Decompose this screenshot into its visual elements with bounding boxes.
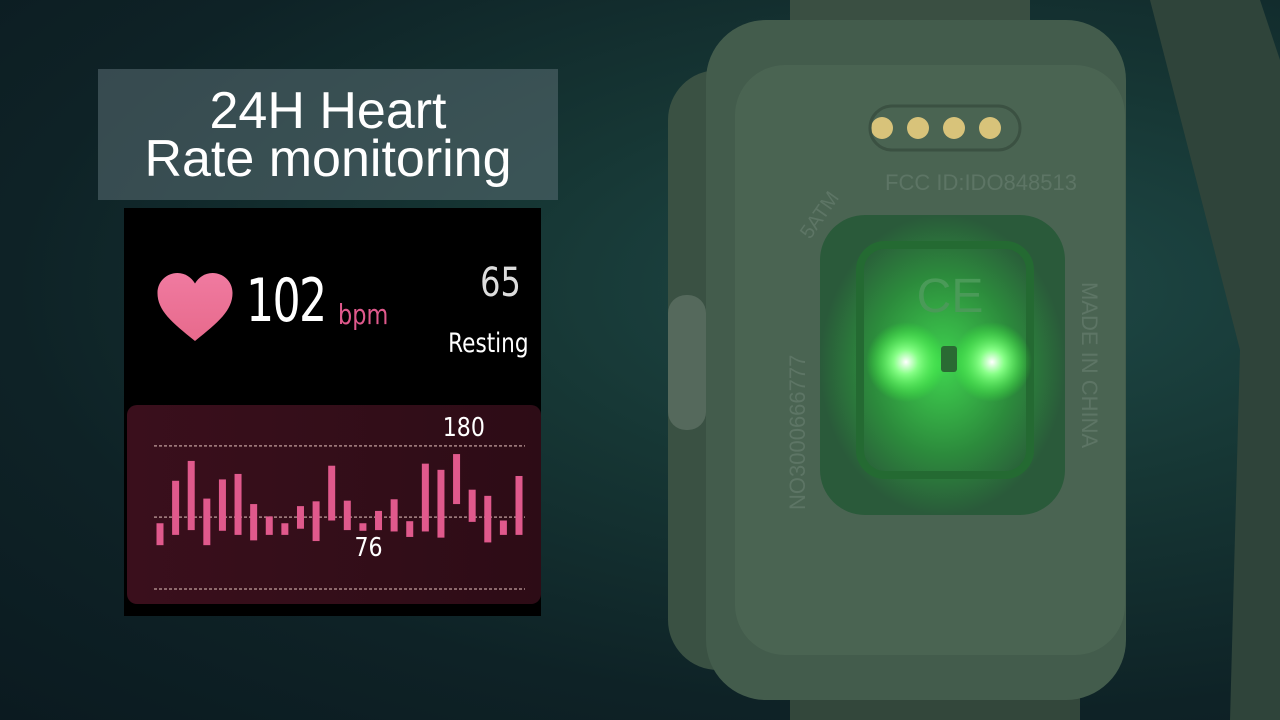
heart-rate-bar — [390, 499, 398, 532]
heart-rate-bar — [187, 460, 195, 531]
heart-rate-bar — [359, 523, 367, 531]
heart-rate-unit: bpm — [338, 298, 389, 331]
heart-rate-bar — [343, 500, 351, 531]
heart-rate-bar — [250, 504, 258, 541]
heart-rate-bar — [328, 465, 336, 521]
max-label: 180 — [442, 413, 485, 443]
chart-svg — [154, 445, 525, 590]
min-label: 76 — [354, 533, 383, 563]
heart-rate-bar — [172, 480, 180, 535]
heart-rate-bar — [312, 501, 320, 542]
heart-rate-bar — [499, 520, 507, 535]
heart-rate-bar — [375, 510, 383, 531]
heart-rate-bar — [437, 469, 445, 538]
serial-number: NO3000666777 — [785, 355, 810, 510]
resting-rate-value: 65 — [480, 260, 521, 306]
heart-rate-bar — [421, 463, 429, 532]
heart-rate-bar — [234, 473, 242, 535]
ce-mark: CE — [917, 270, 984, 323]
resting-label: Resting — [448, 328, 529, 359]
heart-rate-bar — [203, 498, 211, 546]
headline: 24H Heart Rate monitoring — [98, 69, 558, 200]
heart-rate-bar — [218, 479, 226, 531]
headline-line-1: 24H Heart — [209, 82, 447, 140]
heart-rate-bar — [296, 506, 304, 529]
heart-rate-bar — [265, 516, 273, 535]
heart-rate-bar — [281, 523, 289, 535]
heart-rate-bar — [515, 475, 523, 535]
heart-rate-bar — [468, 489, 476, 522]
heart-rate-bar — [453, 454, 461, 505]
headline-line-2: Rate monitoring — [144, 130, 512, 188]
heart-rate-value: 102 — [246, 266, 327, 336]
watch-screen: 102 bpm 65 Resting 180 76 — [124, 208, 541, 616]
heart-rate-bar — [156, 523, 164, 546]
fcc-id: FCC ID:IDO848513 — [885, 170, 1077, 195]
heart-rate-bar — [406, 521, 414, 537]
heart-rate-bar — [484, 495, 492, 543]
heart-icon — [157, 273, 233, 341]
made-in: MADE IN CHINA — [1077, 282, 1102, 449]
heart-rate-chart: 180 76 — [127, 405, 541, 604]
